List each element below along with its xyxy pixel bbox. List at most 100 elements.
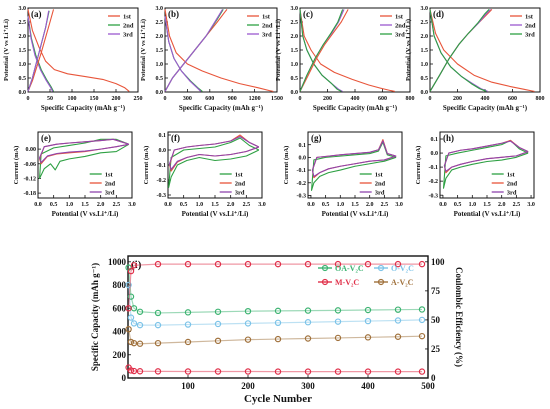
data-point bbox=[394, 306, 402, 313]
x-tick-label: 400 bbox=[351, 96, 360, 102]
x-tick-label: 3.0 bbox=[258, 202, 266, 208]
legend-label: 1st bbox=[105, 172, 114, 179]
series-line bbox=[443, 140, 529, 172]
data-point bbox=[274, 307, 282, 315]
data-point bbox=[364, 317, 372, 325]
legend-label: 1st bbox=[507, 172, 516, 179]
data-point bbox=[154, 339, 162, 347]
y-tick-label: 0.00 bbox=[26, 147, 37, 153]
x-axis-label: Potential (V vs.Li⁺/Li) bbox=[182, 210, 249, 218]
panel-label: (g) bbox=[311, 133, 322, 143]
x-tick-label: 3.0 bbox=[527, 202, 535, 208]
data-point bbox=[125, 305, 132, 312]
y-tick-label: -0.2 bbox=[297, 181, 307, 187]
x-tick-label: 0.0 bbox=[307, 202, 315, 208]
data-point bbox=[418, 332, 426, 340]
y-tick-label: 0.0 bbox=[421, 90, 429, 96]
panel-h: 0.0 0.5 1.0 1.5 2.0 2.5 3.0 -0.3 -0.2 -0.1 0.0 0.1 P… bbox=[415, 131, 535, 218]
series-line bbox=[310, 141, 397, 191]
y-axis-label: Potential (V vs Li⁺/Li) bbox=[405, 19, 412, 81]
x-tick-label: 800 bbox=[406, 96, 415, 102]
legend-label: O-V₂C bbox=[391, 264, 414, 273]
x-tick-label: 0.5 bbox=[50, 202, 58, 208]
panel-label: (h) bbox=[443, 133, 454, 143]
y-tick-label: 400 bbox=[113, 327, 127, 337]
data-point bbox=[136, 321, 144, 329]
legend-label: 2nd bbox=[123, 23, 134, 30]
data-point bbox=[304, 260, 312, 268]
series-line bbox=[168, 137, 260, 189]
data-point bbox=[130, 339, 138, 347]
y-tick-label: 0.1 bbox=[159, 133, 167, 139]
plot-frame bbox=[299, 7, 411, 93]
data-point bbox=[214, 337, 222, 345]
legend-label: OA-V₂C bbox=[335, 264, 364, 273]
y-tick-label: 200 bbox=[113, 350, 127, 360]
data-point bbox=[334, 368, 342, 375]
data-point bbox=[394, 368, 402, 375]
x-tick-label: 600 bbox=[378, 96, 387, 102]
y2-tick-label: 100 bbox=[431, 257, 445, 267]
panel-f: 0.0 0.5 1.0 1.5 2.0 2.5 3.0 -0.3 -0.2 -0.1 0.0 0.1 P… bbox=[143, 131, 266, 218]
y-tick-label: 1000 bbox=[108, 257, 127, 267]
y-axis-label: Current (mA) bbox=[13, 146, 20, 185]
data-point bbox=[214, 260, 222, 268]
x-tick-label: 200 bbox=[112, 96, 121, 102]
x-tick-label: 250 bbox=[134, 96, 143, 102]
y-axis-label: Potential (V vs Li⁺/Li) bbox=[140, 19, 147, 81]
data-point bbox=[334, 307, 342, 314]
y-tick-label: 0.0 bbox=[291, 90, 299, 96]
y-tick-label: 3.0 bbox=[156, 6, 164, 12]
data-point bbox=[418, 260, 426, 268]
y2-tick-label: 0 bbox=[431, 373, 436, 383]
y-tick-label: 0.1 bbox=[431, 137, 439, 143]
series-line bbox=[429, 9, 535, 92]
series-line bbox=[128, 329, 423, 345]
x-tick-label: 2.5 bbox=[513, 202, 521, 208]
data-point bbox=[364, 334, 372, 341]
y-tick-label: 0.5 bbox=[19, 76, 27, 82]
y2-axis-label: Coulombic Efficiency (%) bbox=[454, 267, 464, 367]
series-line bbox=[128, 367, 422, 373]
y-tick-label: 1.0 bbox=[421, 62, 429, 68]
data-point bbox=[274, 335, 282, 343]
panel-label: (a) bbox=[31, 9, 42, 19]
y-tick-label: -0.06 bbox=[24, 162, 37, 168]
x-axis-label: Potential (V vs.Li⁺/Li) bbox=[322, 210, 389, 218]
x-tick-label: 0.0 bbox=[164, 202, 172, 208]
legend-label: 3rd bbox=[375, 190, 385, 197]
legend-label: 3rd bbox=[262, 32, 272, 39]
y-tick-label: 0.0 bbox=[431, 151, 439, 157]
y-axis-label: Current (mA) bbox=[415, 146, 422, 185]
data-point bbox=[304, 319, 312, 326]
x-axis-label: Specific Capacity (mAh g⁻¹) bbox=[179, 104, 264, 112]
y-tick-label: 0.0 bbox=[156, 90, 164, 96]
data-point bbox=[136, 308, 144, 315]
legend-label: 3rd bbox=[507, 190, 517, 197]
x-tick-label: 50 bbox=[47, 96, 53, 102]
legend-label: 1st bbox=[395, 14, 404, 21]
panel-label: (c) bbox=[303, 9, 313, 19]
x-tick-label: 0 bbox=[429, 96, 432, 102]
data-point bbox=[214, 308, 222, 315]
panel-a: 0 50 100 150 200 250 0.0 0.5 1.0 1.5 2.0 2.5 3.0 Spec… bbox=[3, 6, 143, 112]
y-axis-label: Specific Capacity (mAh g⁻¹) bbox=[90, 263, 100, 371]
legend-label: 2nd bbox=[262, 23, 273, 30]
y-tick-label: 3.0 bbox=[19, 6, 27, 12]
x-tick-label: 0.5 bbox=[180, 202, 188, 208]
legend-label: 2nd bbox=[105, 181, 116, 188]
x-tick-label: 300 bbox=[301, 381, 315, 391]
data-point bbox=[304, 335, 312, 342]
series-line bbox=[311, 140, 397, 177]
y-tick-label: 1.5 bbox=[291, 48, 299, 54]
data-point bbox=[184, 260, 192, 268]
data-point bbox=[127, 338, 135, 346]
x-tick-label: 200 bbox=[323, 96, 332, 102]
series-line bbox=[164, 9, 228, 92]
data-point bbox=[130, 367, 138, 375]
legend-label: 3rd bbox=[123, 32, 133, 39]
series-line bbox=[128, 263, 422, 309]
y-tick-label: 2.0 bbox=[19, 34, 27, 40]
series-line bbox=[128, 285, 423, 326]
data-point bbox=[127, 293, 135, 300]
